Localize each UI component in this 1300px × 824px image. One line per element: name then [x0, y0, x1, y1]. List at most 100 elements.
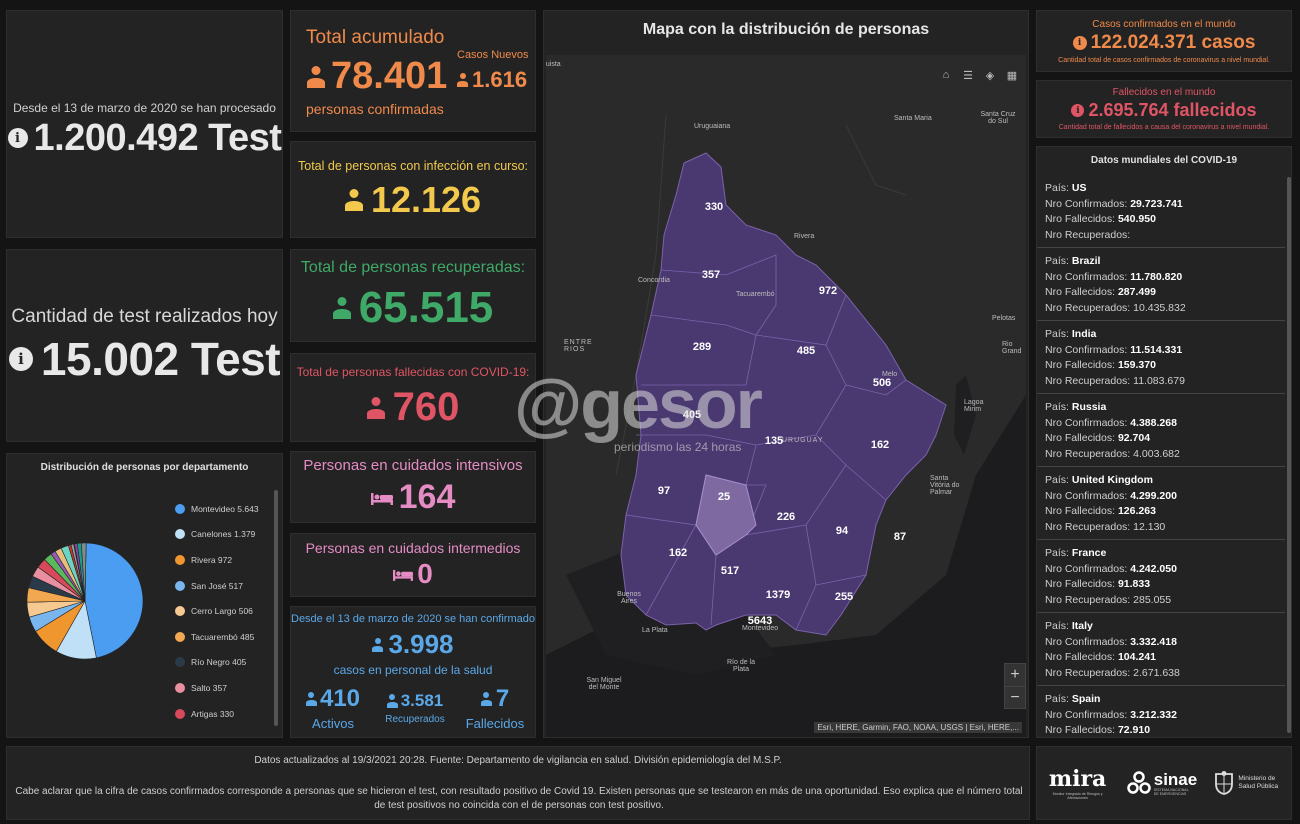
pie-slice-montevideo[interactable]: [84, 542, 144, 659]
field-label: Nro Fallecidos:: [1045, 286, 1118, 298]
field-value: 4.003.682: [1133, 447, 1180, 460]
legend-swatch: [175, 682, 185, 693]
country-item[interactable]: País: Russia Nro Confirmados: 4.388.268 Nr…: [1037, 394, 1285, 467]
place-label: San Miguel del Monte: [586, 677, 622, 691]
country-item[interactable]: País: Spain Nro Confirmados: 3.212.332 Nro…: [1037, 686, 1285, 737]
country-recovered: Nro Recuperados: 10.435.832: [1045, 301, 1279, 317]
dept-pie-chart[interactable]: [23, 516, 163, 696]
field-value: 72.910: [1117, 724, 1151, 736]
country-recovered: Nro Recuperados: 2.671.638: [1045, 666, 1279, 682]
place-label: Uruguaiana: [694, 123, 731, 130]
dept-count[interactable]: 255: [834, 591, 854, 603]
place-label: Santa Vitória do Palmar: [930, 475, 960, 496]
bed-icon: [370, 491, 393, 505]
legend-item[interactable]: Salto 357: [175, 675, 271, 701]
total-value: 78.401: [331, 55, 448, 97]
dept-count[interactable]: 162: [668, 547, 688, 559]
dept-count[interactable]: 517: [720, 565, 740, 577]
country-item[interactable]: País: Italy Nro Confirmados: 3.332.418 Nro…: [1037, 613, 1285, 686]
legend-scrollbar[interactable]: [274, 490, 278, 726]
place-label: La Plata: [642, 627, 668, 634]
country-item[interactable]: País: Brazil Nro Confirmados: 11.780.820 N…: [1037, 248, 1285, 321]
world-cases-panel: Casos confirmados en el mundo i 122.024.…: [1036, 10, 1292, 72]
world-list-scrollbar[interactable]: [1287, 177, 1291, 733]
info-icon: i: [1071, 104, 1085, 117]
dept-count[interactable]: 405: [682, 409, 702, 421]
field-label: Nro Confirmados:: [1045, 416, 1131, 429]
field-label: Nro Confirmados:: [1045, 270, 1131, 283]
country-recovered: Nro Recuperados: 285.055: [1045, 593, 1279, 609]
legend-item[interactable]: Canelones 1.379: [175, 522, 271, 548]
dept-count[interactable]: 162: [870, 439, 890, 451]
legend-item[interactable]: Artigas 330: [175, 701, 271, 727]
field-value: 3.332.418: [1130, 635, 1177, 648]
country-confirmed: Nro Confirmados: 3.212.332: [1045, 708, 1279, 724]
tests-today-panel: Cantidad de test realizados hoy i 15.002…: [6, 249, 283, 442]
legend-swatch: [175, 631, 185, 642]
country-item[interactable]: País: France Nro Confirmados: 4.242.050 Nr…: [1037, 540, 1285, 613]
field-value: 3.212.332: [1130, 708, 1177, 721]
list-icon[interactable]: ☰: [963, 69, 973, 82]
dept-count[interactable]: 506: [872, 377, 892, 389]
deceased-panel: Total de personas fallecidas con COVID-1…: [290, 353, 536, 442]
country-item[interactable]: País: India Nro Confirmados: 11.514.331 Nr…: [1037, 321, 1285, 394]
icu-value: 164: [398, 478, 456, 516]
dept-count[interactable]: 94: [835, 525, 849, 537]
field-value: United Kingdom: [1071, 474, 1153, 486]
world-list[interactable]: País: US Nro Confirmados: 29.723.741 Nro F…: [1037, 175, 1285, 737]
dept-count[interactable]: 97: [657, 485, 671, 497]
legend-item[interactable]: Tacuarembó 485: [175, 624, 271, 650]
country-country: País: Russia: [1045, 400, 1279, 416]
person-icon: [307, 66, 325, 88]
country-item[interactable]: País: United Kingdom Nro Confirmados: 4.2…: [1037, 467, 1285, 540]
qr-icon[interactable]: ▦: [1006, 69, 1018, 82]
zoom-out-button[interactable]: −: [1005, 686, 1025, 708]
pie-slice-treinta-y-tres[interactable]: [80, 542, 87, 602]
field-value: 4.242.050: [1130, 562, 1177, 575]
dept-count[interactable]: 226: [776, 511, 796, 523]
field-value: 11.514.331: [1130, 343, 1183, 356]
country-recovered: Nro Recuperados: 11.083.679: [1045, 374, 1279, 390]
map-attribution[interactable]: Esri, HERE, Garmin, FAO, NOAA, USGS | Es…: [814, 722, 1022, 733]
mira-logo: mira Monitor Integrado de Riesgos y Afec…: [1046, 766, 1110, 800]
field-label: Nro Fallecidos:: [1045, 578, 1118, 590]
health-stat-recovered: 3.581 Recuperados: [379, 691, 451, 725]
zoom-in-button[interactable]: +: [1010, 666, 1020, 683]
legend-item[interactable]: Montevideo 5.643: [175, 496, 271, 522]
health-active-value: 410: [319, 685, 361, 712]
country-item[interactable]: País: US Nro Confirmados: 29.723.741 Nro F…: [1037, 175, 1285, 248]
field-value: 92.704: [1117, 432, 1151, 444]
dept-count[interactable]: 289: [692, 341, 712, 353]
legend-item[interactable]: Cerro Largo 506: [175, 598, 271, 624]
legend-item[interactable]: Río Negro 405: [175, 650, 271, 676]
map-view[interactable]: quista Uruguaiana Santa Maria Santa Cruz…: [546, 55, 1026, 737]
dept-count[interactable]: 972: [818, 285, 838, 297]
world-deaths-value: 2.695.764 fallecidos: [1088, 100, 1257, 120]
dept-count[interactable]: 485: [796, 345, 816, 357]
recovered-title: Total de personas recuperadas:: [300, 258, 526, 276]
dept-count[interactable]: 25: [717, 491, 731, 503]
dept-count[interactable]: 1379: [765, 589, 791, 601]
home-icon[interactable]: ⌂: [942, 69, 950, 81]
field-value: 159.370: [1117, 359, 1156, 371]
mira-logo-text: mira: [1048, 766, 1107, 792]
legend-item[interactable]: Rivera 972: [175, 547, 271, 573]
world-list-panel: Datos mundiales del COVID-19 País: US Nro…: [1036, 146, 1292, 738]
health-panel: Desde el 13 de marzo de 2020 se han conf…: [290, 606, 536, 738]
legend-swatch: [175, 657, 185, 668]
legend-label: Rivera 972: [191, 554, 233, 565]
country-country: País: United Kingdom: [1045, 473, 1279, 489]
legend-item[interactable]: San José 517: [175, 573, 271, 599]
dept-count[interactable]: 357: [701, 269, 721, 281]
field-label: Nro Recuperados:: [1045, 666, 1134, 679]
dept-count[interactable]: 135: [764, 435, 784, 447]
field-label: País:: [1045, 474, 1072, 486]
layers-icon[interactable]: ◈: [985, 69, 995, 82]
dept-count[interactable]: 87: [893, 531, 907, 543]
dept-count[interactable]: 330: [704, 201, 724, 213]
world-list-title: Datos mundiales del COVID-19: [1090, 155, 1238, 166]
world-deaths-panel: Fallecidos en el mundo i 2.695.764 falle…: [1036, 80, 1292, 138]
dept-count[interactable]: 5643: [747, 615, 773, 627]
footer-updated: Datos actualizados al 19/3/2021 20:28. F…: [254, 755, 782, 766]
sinae-logo-text: sinae: [1153, 769, 1198, 789]
